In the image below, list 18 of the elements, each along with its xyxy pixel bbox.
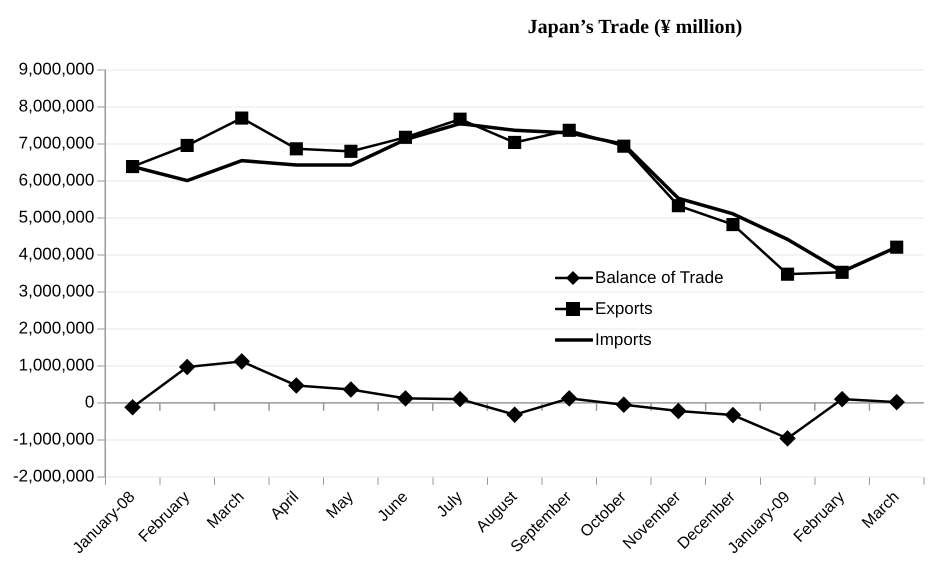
legend-label: Balance of Trade: [595, 268, 724, 288]
y-tick-label: 1,000,000: [18, 356, 94, 375]
legend-label: Imports: [595, 330, 652, 350]
y-tick-label: 5,000,000: [18, 208, 94, 227]
y-tick-label: 0: [84, 392, 94, 412]
x-tick-label: May: [323, 488, 357, 522]
y-tick-label: 4,000,000: [18, 244, 94, 264]
y-tick-label: -2,000,000: [12, 466, 94, 486]
y-tick-label: 2,000,000: [18, 318, 94, 338]
y-tick-label: 8,000,000: [18, 96, 94, 116]
x-tick-label: July: [434, 488, 466, 521]
chart-title: Japan’s Trade (¥ million): [526, 16, 744, 39]
y-tick-label: -1,000,000: [12, 430, 94, 449]
y-tick-label: 7,000,000: [18, 134, 94, 153]
y-tick-label: 3,000,000: [18, 282, 94, 301]
y-tick-label: 9,000,000: [18, 60, 94, 79]
legend-label: Exports: [595, 298, 653, 318]
y-tick-label: 6,000,000: [18, 170, 94, 190]
